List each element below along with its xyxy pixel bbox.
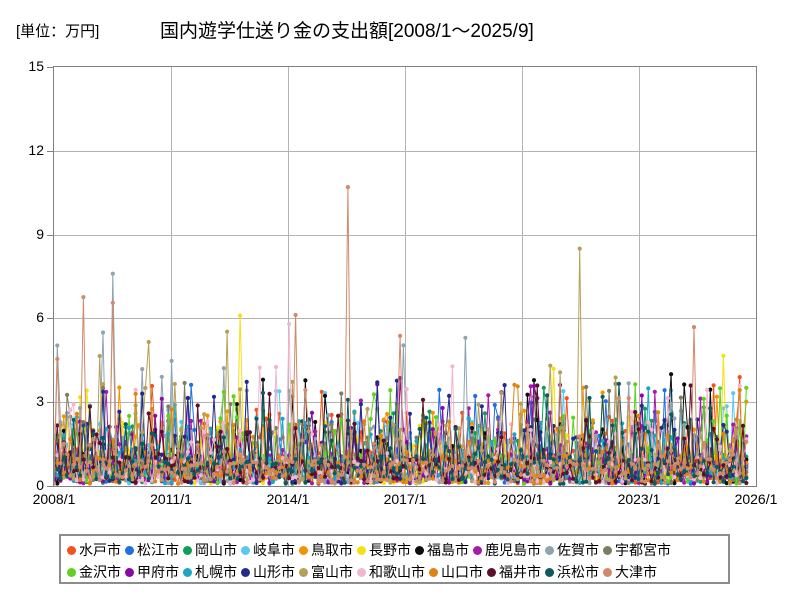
legend-item-山形市[interactable]: 山形市 — [241, 565, 295, 579]
y-axis-tick-label: 12 — [28, 141, 44, 158]
x-axis-tick-label: 2023/1 — [617, 491, 661, 507]
gridline-vertical — [522, 67, 523, 486]
y-axis-tick-label: 9 — [36, 225, 44, 242]
legend-label: 宇都宮市 — [615, 542, 671, 558]
y-axis-tick-mark — [47, 67, 53, 68]
legend-label: 福島市 — [427, 542, 469, 558]
x-axis-tick-label: 2020/1 — [500, 491, 544, 507]
legend: 水戸市 松江市 岡山市 岐阜市 鳥取市 長野市 福島市 鹿児島市 佐賀市 宇都宮市 金沢市 甲府市 札幌… — [59, 534, 730, 584]
legend-label: 山形市 — [253, 564, 295, 580]
legend-marker-icon — [603, 567, 612, 577]
legend-label: 長野市 — [369, 542, 411, 558]
legend-label: 松江市 — [137, 542, 179, 558]
legend-label: 甲府市 — [137, 564, 179, 580]
y-axis-tick-mark — [47, 402, 53, 404]
legend-item-金沢市[interactable]: 金沢市 — [67, 565, 121, 579]
legend-item-宇都宮市[interactable]: 宇都宮市 — [603, 543, 671, 557]
legend-marker-icon — [299, 567, 308, 577]
legend-marker-icon — [415, 545, 424, 555]
legend-marker-icon — [473, 545, 482, 555]
legend-marker-icon — [603, 545, 612, 555]
legend-item-山口市[interactable]: 山口市 — [429, 565, 483, 579]
legend-item-長野市[interactable]: 長野市 — [357, 543, 411, 557]
y-axis-tick-label: 6 — [36, 309, 44, 326]
legend-item-岡山市[interactable]: 岡山市 — [183, 543, 237, 557]
legend-marker-icon — [125, 545, 134, 555]
legend-item-甲府市[interactable]: 甲府市 — [125, 565, 179, 579]
legend-item-和歌山市[interactable]: 和歌山市 — [357, 565, 425, 579]
legend-marker-icon — [299, 545, 308, 555]
series-markers — [54, 185, 749, 486]
x-axis-tick-label: 2008/1 — [32, 491, 76, 507]
legend-marker-icon — [357, 567, 366, 577]
legend-item-鳥取市[interactable]: 鳥取市 — [299, 543, 353, 557]
y-axis-tick-mark — [47, 318, 53, 320]
legend-item-浜松市[interactable]: 浜松市 — [545, 565, 599, 579]
legend-marker-icon — [241, 545, 250, 555]
legend-label: 岐阜市 — [253, 542, 295, 558]
legend-item-佐賀市[interactable]: 佐賀市 — [545, 543, 599, 557]
y-axis-tick-mark — [47, 486, 53, 487]
legend-marker-icon — [241, 567, 250, 577]
legend-label: 鹿児島市 — [485, 542, 541, 558]
legend-row: 金沢市 甲府市 札幌市 山形市 富山市 和歌山市 山口市 福井市 浜松市 大津市 — [67, 561, 722, 583]
legend-label: 佐賀市 — [557, 542, 599, 558]
legend-item-岐阜市[interactable]: 岐阜市 — [241, 543, 295, 557]
x-axis-tick-label: 2011/1 — [150, 491, 192, 507]
series-lines — [54, 185, 749, 486]
legend-label: 浜松市 — [557, 564, 599, 580]
x-axis-tick-label: 2017/1 — [383, 491, 427, 507]
legend-item-福井市[interactable]: 福井市 — [487, 565, 541, 579]
gridline-vertical — [639, 67, 640, 486]
legend-marker-icon — [545, 545, 554, 555]
legend-marker-icon — [67, 567, 76, 577]
page-title: 国内遊学仕送り金の支出額[2008/1〜2025/9] — [160, 21, 534, 42]
plot-area — [53, 66, 757, 487]
legend-label: 札幌市 — [195, 564, 237, 580]
gridline-vertical — [288, 67, 289, 486]
legend-label: 鳥取市 — [311, 542, 353, 558]
y-axis-tick-label: 0 — [36, 477, 44, 493]
legend-marker-icon — [545, 567, 554, 577]
legend-item-富山市[interactable]: 富山市 — [299, 565, 353, 579]
legend-label: 大津市 — [615, 564, 657, 580]
legend-label: 富山市 — [311, 564, 353, 580]
legend-label: 水戸市 — [79, 542, 121, 558]
legend-row: 水戸市 松江市 岡山市 岐阜市 鳥取市 長野市 福島市 鹿児島市 佐賀市 宇都宮市 — [67, 539, 722, 561]
legend-item-大津市[interactable]: 大津市 — [603, 565, 657, 579]
legend-item-福島市[interactable]: 福島市 — [415, 543, 469, 557]
legend-marker-icon — [487, 567, 496, 577]
legend-label: 山口市 — [441, 564, 483, 580]
legend-marker-icon — [67, 545, 76, 555]
y-axis-tick-mark — [47, 150, 53, 152]
legend-label: 金沢市 — [79, 564, 121, 580]
legend-marker-icon — [183, 545, 192, 555]
legend-item-水戸市[interactable]: 水戸市 — [67, 543, 121, 557]
legend-marker-icon — [125, 567, 134, 577]
y-axis-tick-label: 3 — [36, 393, 44, 410]
legend-label: 岡山市 — [195, 542, 237, 558]
legend-marker-icon — [183, 567, 192, 577]
legend-marker-icon — [357, 545, 366, 555]
legend-item-札幌市[interactable]: 札幌市 — [183, 565, 237, 579]
legend-label: 和歌山市 — [369, 564, 425, 580]
legend-item-鹿児島市[interactable]: 鹿児島市 — [473, 543, 541, 557]
unit-label: [単位：万円] — [16, 23, 100, 40]
y-axis-tick-mark — [47, 234, 53, 236]
legend-item-松江市[interactable]: 松江市 — [125, 543, 179, 557]
y-axis-tick-label: 15 — [28, 58, 44, 74]
legend-marker-icon — [429, 567, 438, 577]
gridline-vertical — [171, 67, 172, 486]
x-axis-tick-label: 2026/1 — [734, 491, 778, 507]
legend-label: 福井市 — [499, 564, 541, 580]
gridline-vertical — [405, 67, 406, 486]
x-axis-tick-label: 2014/1 — [266, 491, 310, 507]
